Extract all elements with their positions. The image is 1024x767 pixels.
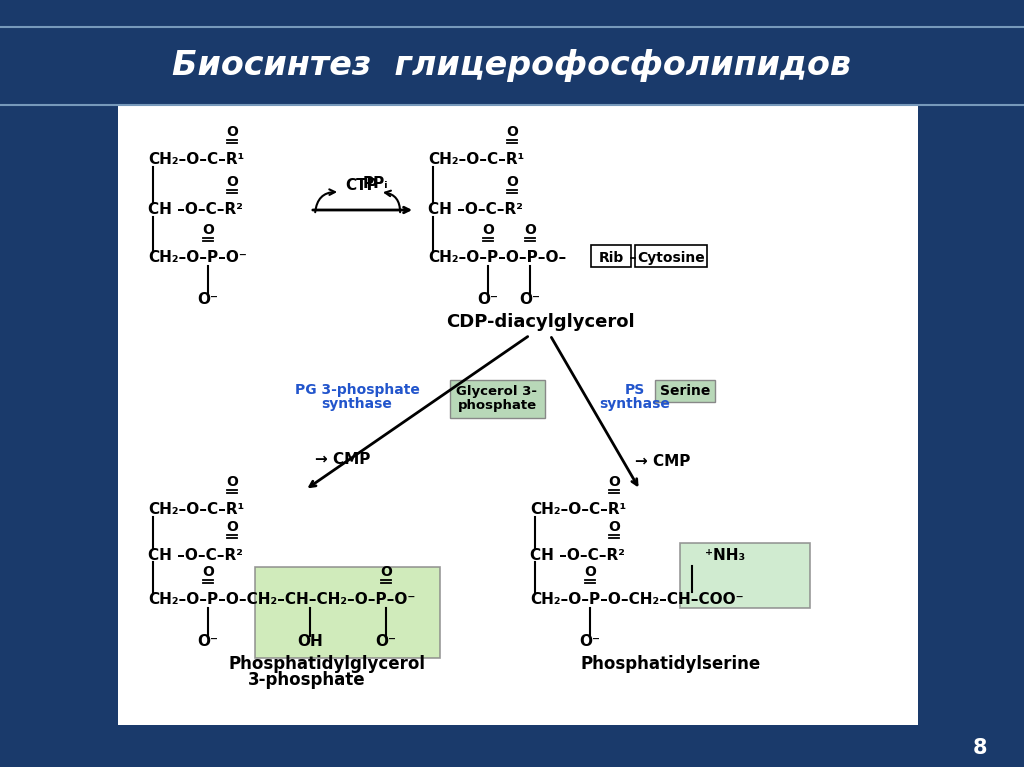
- Text: CH –O–C–R²: CH –O–C–R²: [428, 202, 523, 218]
- Text: 8: 8: [973, 738, 987, 758]
- Text: Phosphatidylserine: Phosphatidylserine: [580, 655, 760, 673]
- Text: Cytosine: Cytosine: [637, 251, 705, 265]
- Text: O: O: [202, 565, 214, 579]
- Text: CTP: CTP: [345, 177, 378, 193]
- Text: CH₂–O–P–O–CH₂–CH–COO⁻: CH₂–O–P–O–CH₂–CH–COO⁻: [530, 592, 743, 607]
- Text: O: O: [506, 175, 518, 189]
- Text: O: O: [608, 475, 620, 489]
- Text: synthase: synthase: [600, 397, 671, 411]
- Text: 3-phosphate: 3-phosphate: [248, 671, 366, 689]
- Text: O⁻: O⁻: [519, 292, 541, 308]
- Text: O⁻: O⁻: [477, 292, 499, 308]
- Text: CH₂–O–P–O⁻: CH₂–O–P–O⁻: [148, 251, 247, 265]
- Text: O: O: [608, 520, 620, 534]
- Bar: [255, 567, 440, 658]
- Text: O: O: [226, 475, 238, 489]
- Text: CH –O–C–R²: CH –O–C–R²: [148, 548, 243, 562]
- Bar: [680, 543, 810, 608]
- Text: CH₂–O–C–R¹: CH₂–O–C–R¹: [148, 153, 245, 167]
- Text: PG 3-phosphate: PG 3-phosphate: [295, 383, 420, 397]
- Text: PS: PS: [625, 383, 645, 397]
- Text: O⁻: O⁻: [376, 634, 396, 650]
- Text: CH –O–C–R²: CH –O–C–R²: [148, 202, 243, 218]
- Bar: [450, 380, 545, 418]
- Text: CH₂–O–C–R¹: CH₂–O–C–R¹: [148, 502, 245, 518]
- Text: O: O: [226, 520, 238, 534]
- Text: OH: OH: [297, 634, 323, 650]
- Text: O: O: [226, 125, 238, 139]
- Text: O: O: [584, 565, 596, 579]
- Text: ⁺NH₃: ⁺NH₃: [705, 548, 745, 564]
- Text: Phosphatidylglycerol: Phosphatidylglycerol: [228, 655, 425, 673]
- Bar: [591, 245, 631, 267]
- Text: PPᵢ: PPᵢ: [362, 176, 389, 192]
- Text: Rib: Rib: [598, 251, 624, 265]
- Text: O: O: [202, 223, 214, 237]
- Bar: [655, 380, 715, 402]
- Text: O: O: [506, 125, 518, 139]
- Text: phosphate: phosphate: [458, 400, 537, 413]
- Text: O⁻: O⁻: [198, 292, 218, 308]
- Text: CH₂–O–C–R¹: CH₂–O–C–R¹: [530, 502, 627, 518]
- Text: CH –O–C–R²: CH –O–C–R²: [530, 548, 625, 562]
- Text: Glycerol 3-: Glycerol 3-: [457, 386, 538, 399]
- Bar: [118, 105, 918, 725]
- Text: O⁻: O⁻: [580, 634, 600, 650]
- Text: O: O: [524, 223, 536, 237]
- Text: → CMP: → CMP: [635, 455, 690, 469]
- Text: O: O: [482, 223, 494, 237]
- Bar: [635, 245, 707, 267]
- Text: synthase: synthase: [322, 397, 392, 411]
- Text: Биосинтез  глицерофосфолипидов: Биосинтез глицерофосфолипидов: [172, 50, 852, 83]
- Text: Serine: Serine: [659, 384, 711, 398]
- Text: CH₂–O–C–R¹: CH₂–O–C–R¹: [428, 153, 524, 167]
- Text: CH₂–O–P–O–CH₂–CH–CH₂–O–P–O⁻: CH₂–O–P–O–CH₂–CH–CH₂–O–P–O⁻: [148, 592, 416, 607]
- Text: → CMP: → CMP: [315, 453, 371, 468]
- Text: O: O: [226, 175, 238, 189]
- Text: O⁻: O⁻: [198, 634, 218, 650]
- Text: CDP-diacylglycerol: CDP-diacylglycerol: [445, 313, 634, 331]
- Text: CH₂–O–P–O–P–O–: CH₂–O–P–O–P–O–: [428, 251, 566, 265]
- Text: O: O: [380, 565, 392, 579]
